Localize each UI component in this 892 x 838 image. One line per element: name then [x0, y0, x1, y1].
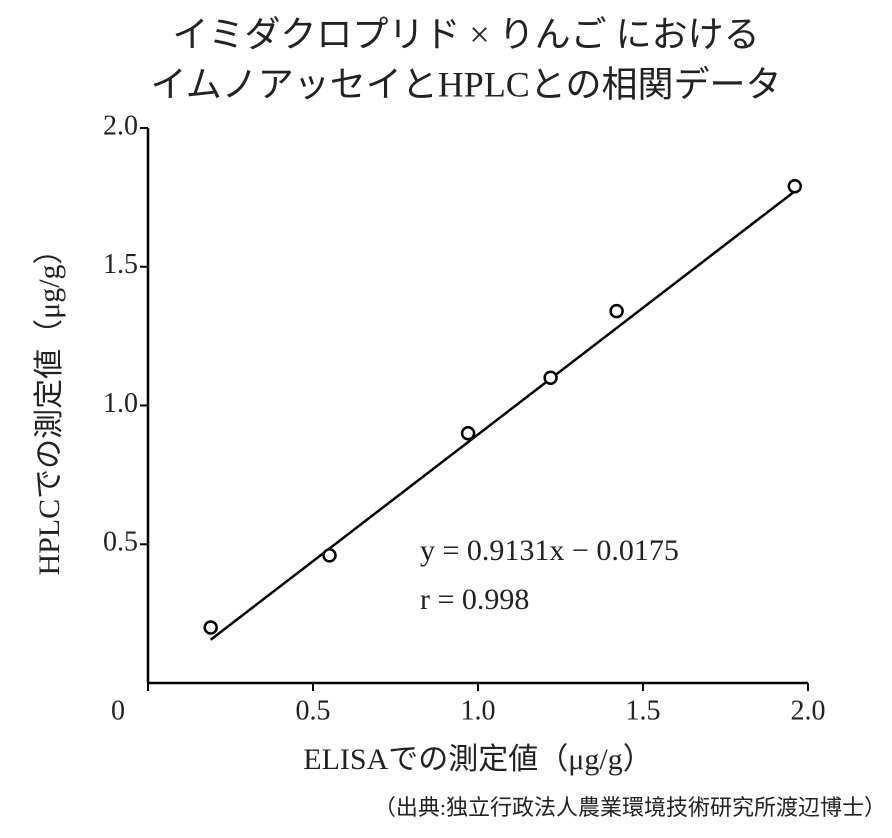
correlation: r = 0.998 — [420, 583, 529, 616]
x-tick-label: 0.5 — [296, 695, 331, 726]
y-tick-label: 2.0 — [103, 110, 138, 141]
data-point — [787, 179, 803, 194]
chart-title: イムノアッセイとHPLCとの相関データ — [151, 64, 782, 104]
x-tick-label: 2.0 — [791, 695, 826, 726]
x-tick-label: 1.0 — [461, 695, 496, 726]
data-point — [460, 426, 476, 441]
data-point — [322, 548, 337, 563]
equation: y = 0.9131x − 0.0175 — [420, 534, 679, 567]
source-note: （出典:独立行政法人農業環境技術研究所渡辺博士） — [374, 795, 886, 820]
chart-title: イミダクロプリド × りんご における — [172, 14, 759, 54]
data-point — [609, 303, 624, 319]
x-axis-label: ELISAでの測定値（μg/g） — [303, 743, 652, 776]
x-tick-label: 0 — [111, 695, 125, 726]
trendline — [209, 190, 796, 641]
data-point — [543, 370, 558, 385]
y-tick-label: 0.5 — [103, 527, 138, 558]
y-tick-label: 1.0 — [103, 388, 138, 419]
y-tick-label: 1.5 — [103, 249, 138, 280]
y-axis-label: HPLCでの測定値（μg/g） — [33, 234, 66, 575]
data-point — [203, 620, 218, 635]
x-tick-label: 1.5 — [626, 695, 661, 726]
